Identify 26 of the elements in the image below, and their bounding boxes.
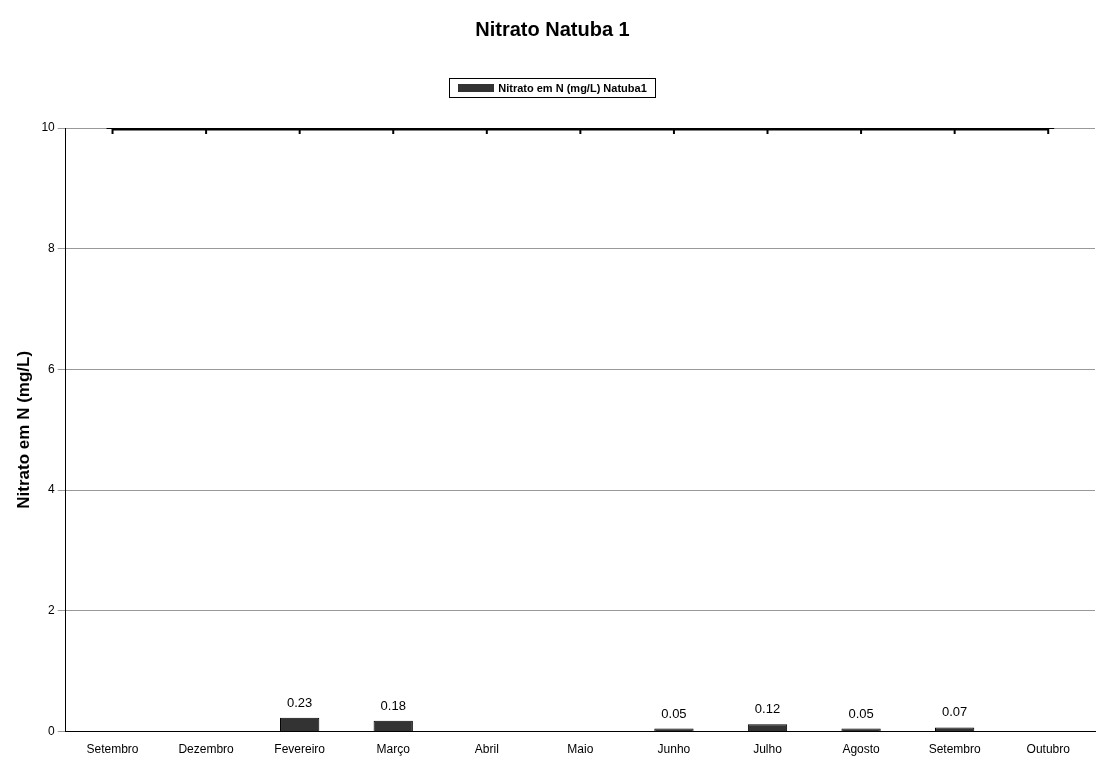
x-tick-label: Agosto bbox=[842, 742, 881, 757]
x-tick-label: Maio bbox=[567, 742, 594, 757]
x-tick-label: Dezembro bbox=[178, 742, 235, 757]
y-tick-label: 4 bbox=[48, 482, 56, 497]
y-tick-label: 6 bbox=[48, 361, 56, 376]
data-label: 0.05 bbox=[848, 705, 874, 721]
x-tick-label: Fevereiro bbox=[274, 742, 326, 757]
x-tick-label: Julho bbox=[753, 742, 783, 757]
chart-title: Nitrato Natuba 1 bbox=[474, 18, 631, 41]
x-tick-label: Setembro bbox=[928, 742, 981, 757]
y-tick-label: 10 bbox=[41, 120, 56, 135]
data-label: 0.18 bbox=[380, 697, 406, 713]
data-label: 0.23 bbox=[287, 694, 313, 710]
y-axis-title: Nitrato em N (mg/L) bbox=[13, 350, 33, 509]
data-label: 0.12 bbox=[754, 701, 781, 717]
y-tick-label: 8 bbox=[48, 241, 56, 256]
x-tick-label: Outubro bbox=[1026, 742, 1071, 757]
y-tick-label: 0 bbox=[48, 723, 56, 738]
data-label: 0.07 bbox=[941, 704, 968, 720]
x-tick-label: Setembro bbox=[86, 742, 139, 757]
y-tick-label: 2 bbox=[48, 603, 56, 618]
data-label: 0.05 bbox=[661, 705, 687, 721]
x-tick-label: Março bbox=[376, 742, 411, 757]
legend-label: Nitrato em N (mg/L) Natuba1 bbox=[498, 82, 647, 94]
x-tick-label: Junho bbox=[657, 742, 691, 757]
x-tick-label: Abril bbox=[474, 742, 499, 757]
